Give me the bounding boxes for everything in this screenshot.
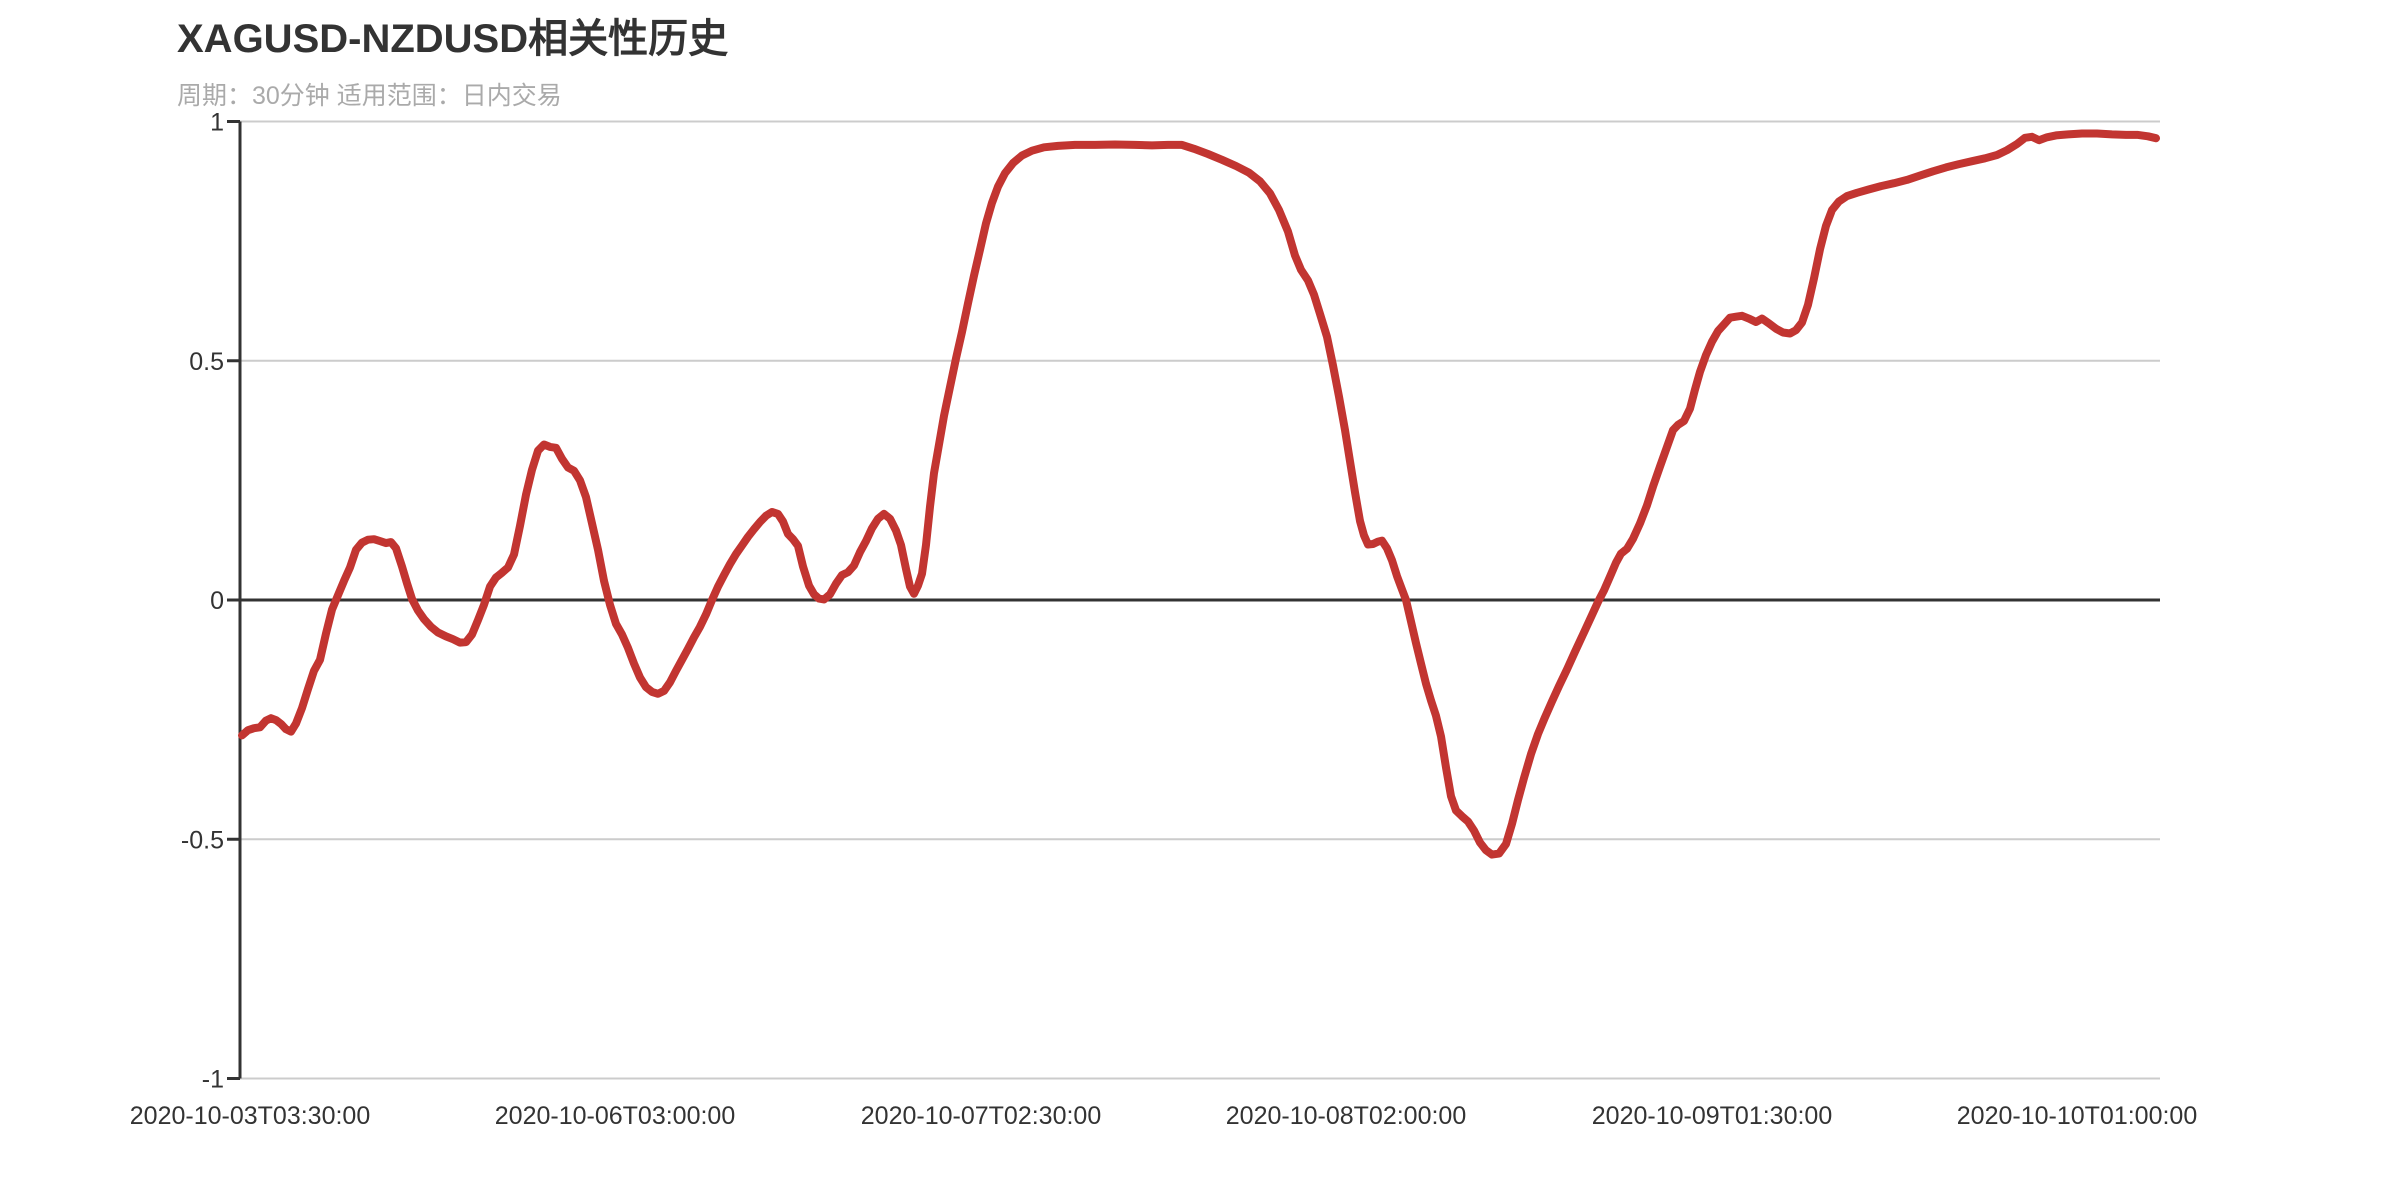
correlation-line: [238, 129, 2160, 859]
x-tick-label: 2020-10-09T01:30:00: [1592, 1102, 1832, 1130]
x-axis-labels: 2020-10-03T03:30:00 2020-10-06T03:00:00 20…: [130, 1102, 2197, 1130]
y-tick-label: 0.5: [189, 348, 224, 376]
y-tick-label: 1: [210, 109, 224, 137]
x-tick-label: 2020-10-07T02:30:00: [861, 1102, 1101, 1130]
x-tick-label: 2020-10-10T01:00:00: [1957, 1102, 2197, 1130]
y-axis: [227, 120, 242, 1080]
gridlines: [240, 120, 2160, 1080]
chart-title: XAGUSD-NZDUSD相关性历史: [177, 17, 729, 61]
y-tick-label: 0: [210, 587, 224, 615]
x-tick-label: 2020-10-08T02:00:00: [1226, 1102, 1466, 1130]
x-tick-label: 2020-10-06T03:00:00: [495, 1102, 735, 1130]
x-tick-label: 2020-10-03T03:30:00: [130, 1102, 370, 1130]
chart-subtitle: 周期：30分钟 适用范围：日内交易: [177, 82, 562, 110]
y-axis-labels: 1 0.5 0 -0.5 -1: [181, 109, 224, 1094]
y-tick-label: -0.5: [181, 826, 224, 854]
y-tick-label: -1: [202, 1066, 224, 1094]
